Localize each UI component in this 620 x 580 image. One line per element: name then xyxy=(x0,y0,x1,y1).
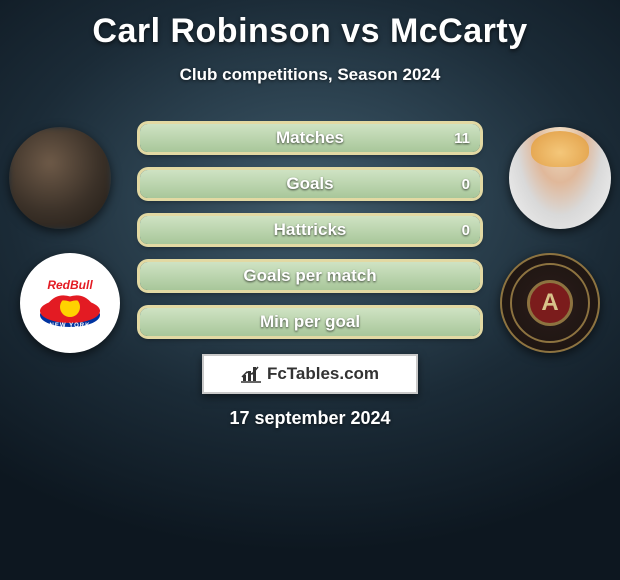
chart-icon xyxy=(241,365,261,383)
stat-row-min-per-goal: Min per goal xyxy=(140,308,480,336)
svg-text:NEW YORK: NEW YORK xyxy=(50,323,91,329)
svg-text:RedBull: RedBull xyxy=(47,278,93,292)
stat-row-goals: Goals 0 xyxy=(140,170,480,198)
brand-text: FcTables.com xyxy=(267,364,379,384)
page-title: Carl Robinson vs McCarty xyxy=(0,0,620,51)
brand-box: FcTables.com xyxy=(202,354,418,394)
player-right-avatar xyxy=(509,127,611,229)
player-left-avatar xyxy=(9,127,111,229)
club-left-badge: RedBull NEW YORK xyxy=(20,253,120,353)
redbull-icon: RedBull NEW YORK xyxy=(32,265,108,341)
stats-bars: Matches 11 Goals 0 Hattricks 0 Goals per… xyxy=(140,124,480,354)
stat-right-value: 0 xyxy=(462,170,470,198)
atlanta-letter: A xyxy=(527,280,573,326)
stat-right-value: 11 xyxy=(454,124,470,152)
stat-row-hattricks: Hattricks 0 xyxy=(140,216,480,244)
stat-row-matches: Matches 11 xyxy=(140,124,480,152)
club-right-badge: A xyxy=(500,253,600,353)
page-subtitle: Club competitions, Season 2024 xyxy=(0,65,620,85)
stat-row-goals-per-match: Goals per match xyxy=(140,262,480,290)
date-text: 17 september 2024 xyxy=(0,408,620,429)
stat-right-value: 0 xyxy=(462,216,470,244)
